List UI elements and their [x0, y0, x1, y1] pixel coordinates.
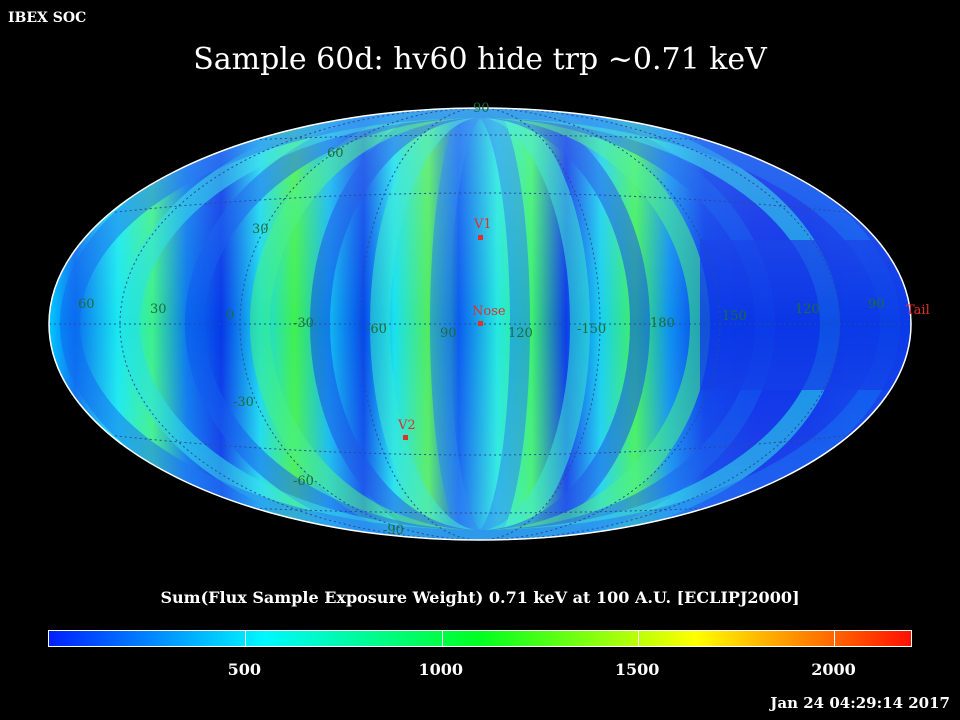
- marker-nose-label: Nose: [472, 304, 506, 319]
- page-title: Sample 60d: hv60 hide trp ~0.71 keV: [193, 42, 767, 77]
- lon-label: 150: [722, 309, 747, 324]
- colorbar-tick: [834, 631, 836, 646]
- lat-label: -90: [383, 523, 404, 538]
- colorbar-tick: [638, 631, 640, 646]
- colorbar-tick-label: 500: [227, 660, 262, 679]
- lon-label: -30: [293, 316, 314, 331]
- lon-label: 60: [78, 297, 95, 312]
- lon-label: -150: [577, 322, 606, 337]
- colorbar-tick-label: 2000: [811, 660, 856, 679]
- lon-label: 120: [508, 326, 533, 341]
- colorbar-title: Sum(Flux Sample Exposure Weight) 0.71 ke…: [160, 588, 800, 607]
- marker-nose: [478, 321, 483, 326]
- colorbar: [48, 630, 912, 647]
- colorbar-tick-label: 1000: [418, 660, 463, 679]
- marker-v2-label: V2: [397, 418, 416, 433]
- marker-v1: [478, 235, 483, 240]
- lon-label: 30: [150, 302, 167, 317]
- lon-label: 90: [440, 326, 457, 341]
- lat-label: 30: [252, 222, 269, 237]
- lat-label: -30: [233, 395, 254, 410]
- lon-label: 120: [795, 302, 820, 317]
- lon-label: 0: [226, 308, 234, 323]
- timestamp: Jan 24 04:29:14 2017: [770, 694, 950, 712]
- app-label: IBEX SOC: [8, 10, 87, 26]
- lat-label: -60: [293, 474, 314, 489]
- marker-v1-label: V1: [473, 217, 492, 232]
- marker-v2: [403, 435, 408, 440]
- lat-label: 60: [327, 146, 344, 161]
- marker-tail-label: Tail: [906, 303, 930, 318]
- lon-label: 90: [868, 297, 885, 312]
- lon-label: 180: [650, 316, 675, 331]
- colorbar-tick-label: 1500: [614, 660, 660, 679]
- lon-label: -60: [366, 322, 387, 337]
- colorbar-tick: [245, 631, 247, 646]
- colorbar-tick: [441, 631, 443, 646]
- lat-label: 90: [473, 101, 490, 116]
